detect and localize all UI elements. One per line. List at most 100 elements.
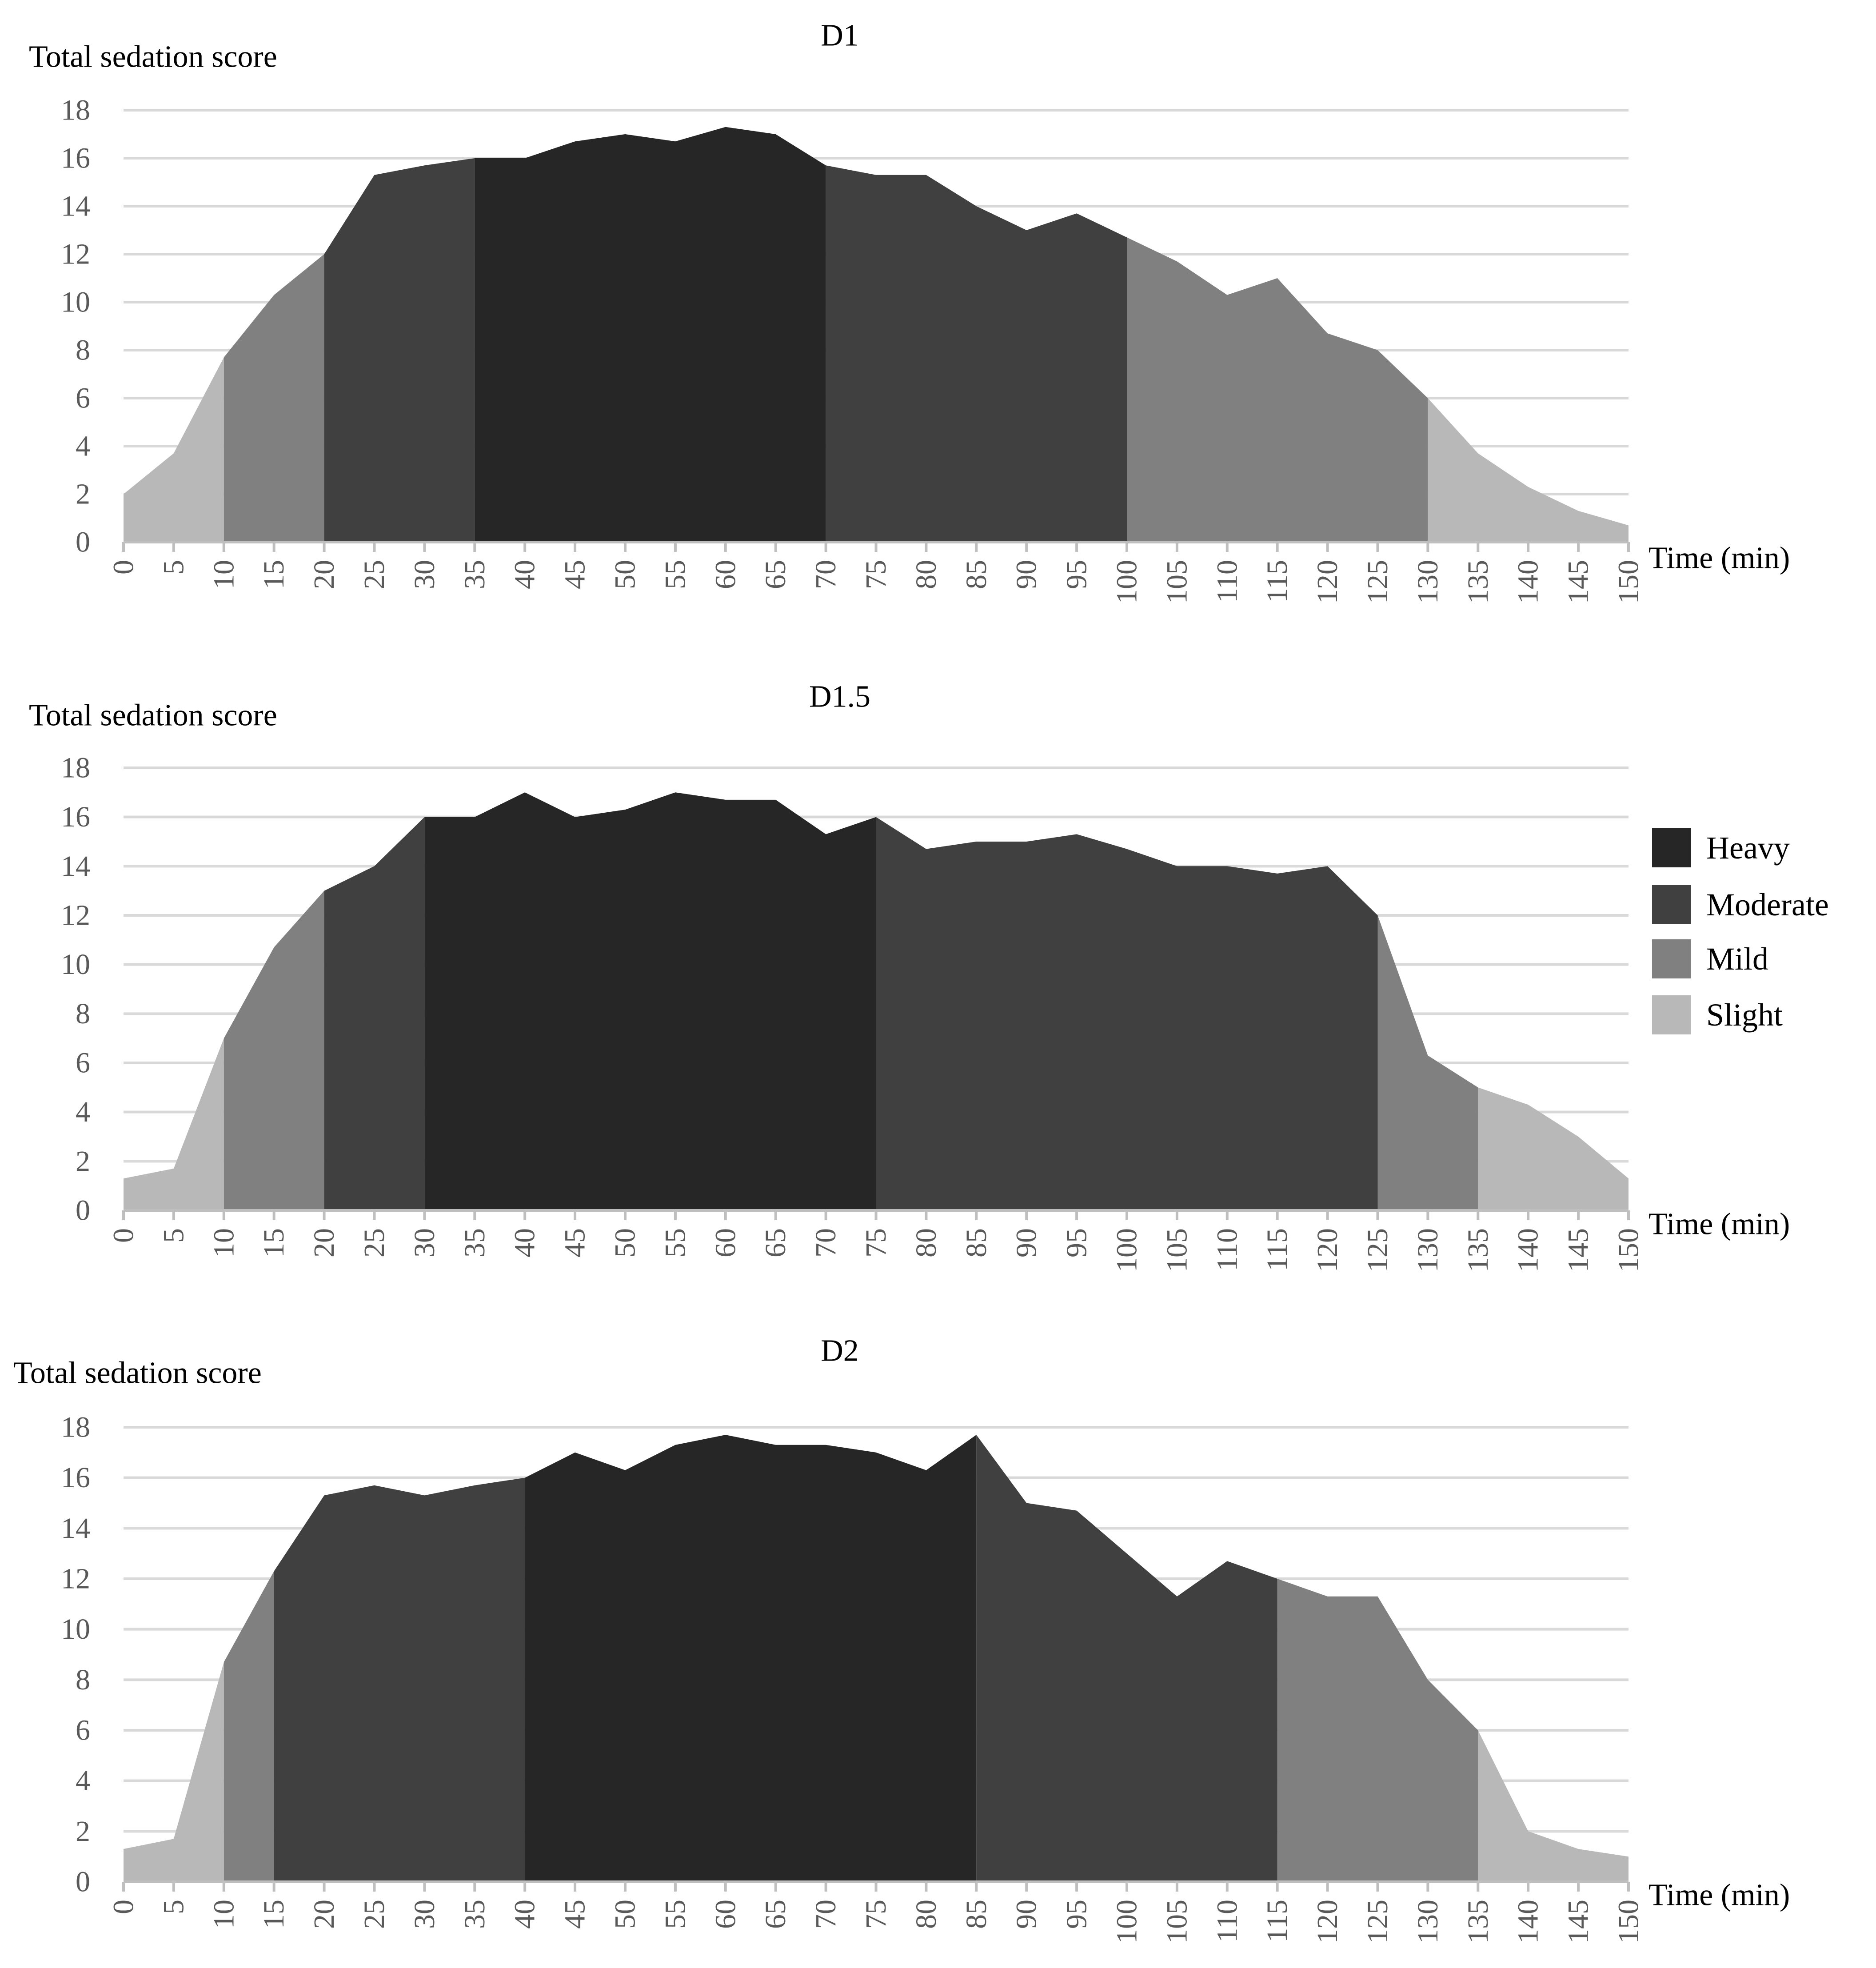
x-tick-label: 80 xyxy=(910,1900,942,1929)
x-tick-label: 5 xyxy=(157,560,190,575)
x-tick-label: 105 xyxy=(1161,560,1193,604)
y-tick-label: 14 xyxy=(61,1512,90,1545)
x-tick-label: 60 xyxy=(709,1228,742,1257)
x-tick-label: 90 xyxy=(1010,1900,1043,1929)
y-tick-label: 0 xyxy=(76,1866,90,1898)
x-tick-label: 55 xyxy=(659,560,691,589)
y-tick-label: 18 xyxy=(61,94,90,127)
area-segment-slight xyxy=(124,1038,224,1210)
x-tick-label: 150 xyxy=(1613,560,1645,604)
area-segment-slight xyxy=(1478,1087,1629,1210)
y-tick-label: 8 xyxy=(76,334,90,367)
y-tick-label: 6 xyxy=(76,382,90,415)
x-tick-label: 70 xyxy=(810,1900,842,1929)
x-tick-label: 120 xyxy=(1311,560,1344,604)
y-tick-label: 4 xyxy=(76,1096,90,1128)
legend-swatch xyxy=(1652,939,1691,978)
area-segment-moderate xyxy=(324,158,475,542)
x-tick-label: 100 xyxy=(1111,1900,1143,1944)
x-tick-label: 15 xyxy=(258,1228,290,1257)
x-tick-label: 50 xyxy=(609,1900,642,1929)
area-segment-moderate xyxy=(324,817,425,1210)
area-segment-slight xyxy=(1428,398,1629,542)
x-tick-label: 90 xyxy=(1010,1228,1043,1257)
y-tick-label: 12 xyxy=(61,899,90,932)
x-tick-label: 100 xyxy=(1111,1228,1143,1272)
x-axis-title: Time (min) xyxy=(1648,1878,1790,1912)
x-tick-label: 140 xyxy=(1512,1228,1545,1272)
x-tick-label: 35 xyxy=(459,560,491,589)
legend-label: Mild xyxy=(1706,941,1768,977)
area-segment-mild xyxy=(1377,915,1478,1210)
area-segment-heavy xyxy=(475,127,826,542)
y-axis-title: Total sedation score xyxy=(29,40,277,74)
x-tick-label: 10 xyxy=(208,1900,240,1929)
area-segment-mild xyxy=(224,890,324,1210)
y-tick-label: 10 xyxy=(61,286,90,319)
y-tick-label: 0 xyxy=(76,1194,90,1227)
legend-label: Slight xyxy=(1706,997,1783,1033)
x-tick-label: 0 xyxy=(108,560,140,575)
y-tick-label: 12 xyxy=(61,238,90,271)
x-tick-label: 145 xyxy=(1562,560,1595,604)
y-tick-label: 14 xyxy=(61,850,90,882)
x-tick-label: 75 xyxy=(860,560,892,589)
y-axis-title: Total sedation score xyxy=(29,699,277,733)
x-tick-label: 115 xyxy=(1261,560,1293,603)
y-tick-label: 2 xyxy=(76,478,90,511)
x-tick-label: 95 xyxy=(1061,1900,1093,1929)
area-segment-moderate xyxy=(976,1435,1277,1882)
legend-swatch xyxy=(1652,995,1691,1034)
x-tick-label: 40 xyxy=(509,1900,541,1929)
x-tick-label: 60 xyxy=(709,1900,742,1929)
x-tick-label: 25 xyxy=(358,1900,391,1929)
x-tick-label: 145 xyxy=(1562,1228,1595,1272)
x-tick-label: 50 xyxy=(609,560,642,589)
x-tick-label: 15 xyxy=(258,560,290,589)
area-segment-mild xyxy=(1127,237,1428,542)
x-tick-label: 125 xyxy=(1361,1228,1394,1272)
x-tick-label: 85 xyxy=(960,560,993,589)
x-tick-label: 80 xyxy=(910,1228,942,1257)
legend-swatch xyxy=(1652,828,1691,867)
x-tick-label: 75 xyxy=(860,1228,892,1257)
legend-item-moderate: Moderate xyxy=(1652,885,1829,924)
x-tick-label: 150 xyxy=(1613,1900,1645,1944)
x-tick-label: 40 xyxy=(509,1228,541,1257)
x-tick-label: 85 xyxy=(960,1900,993,1929)
x-tick-label: 70 xyxy=(810,1228,842,1257)
x-tick-label: 50 xyxy=(609,1228,642,1257)
legend-item-mild: Mild xyxy=(1652,939,1768,978)
x-tick-label: 115 xyxy=(1261,1900,1293,1943)
x-tick-label: 30 xyxy=(408,1900,441,1929)
area-segment-heavy xyxy=(525,1435,977,1882)
x-tick-label: 20 xyxy=(308,1900,340,1929)
x-tick-label: 120 xyxy=(1311,1900,1344,1944)
x-tick-label: 90 xyxy=(1010,560,1043,589)
y-tick-label: 2 xyxy=(76,1145,90,1178)
y-tick-label: 8 xyxy=(76,1664,90,1696)
x-tick-label: 65 xyxy=(759,1228,792,1257)
x-tick-label: 150 xyxy=(1613,1228,1645,1272)
x-tick-label: 10 xyxy=(208,560,240,589)
y-tick-label: 6 xyxy=(76,1047,90,1079)
x-tick-label: 135 xyxy=(1462,560,1494,604)
x-tick-label: 55 xyxy=(659,1228,691,1257)
x-tick-label: 65 xyxy=(759,1900,792,1929)
x-tick-label: 45 xyxy=(559,560,591,589)
chart-title: D1 xyxy=(821,19,859,53)
x-tick-label: 20 xyxy=(308,1228,340,1257)
y-tick-label: 10 xyxy=(61,948,90,981)
chart-1: 0 5 10 15 20 25 30 35 40 45 50 55 60 65 70 75 80 85 90 95 10… xyxy=(29,19,1790,604)
x-axis-title: Time (min) xyxy=(1648,1207,1790,1241)
x-tick-label: 40 xyxy=(509,560,541,589)
x-tick-label: 110 xyxy=(1211,1900,1243,1943)
legend-swatch xyxy=(1652,885,1691,924)
area-segment-moderate xyxy=(876,817,1378,1210)
x-tick-label: 95 xyxy=(1061,1228,1093,1257)
area-segment-moderate xyxy=(826,165,1127,542)
x-tick-label: 5 xyxy=(157,1900,190,1914)
x-tick-label: 125 xyxy=(1361,560,1394,604)
x-tick-label: 100 xyxy=(1111,560,1143,604)
